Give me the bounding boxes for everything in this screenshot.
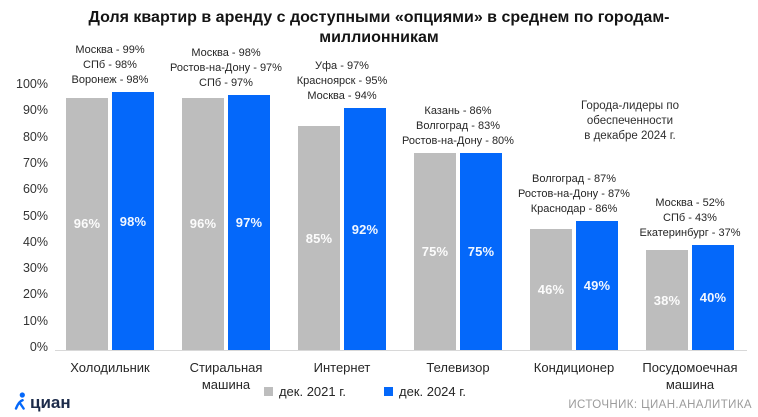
leaders-note-line: в декабре 2024 г. bbox=[584, 130, 676, 142]
y-axis-tick-label: 60% bbox=[22, 182, 48, 197]
legend-swatch bbox=[384, 387, 393, 396]
leaders-note-line: Города-лидеры по bbox=[580, 100, 680, 112]
source-caption: ИСТОЧНИК: ЦИАН.АНАЛИТИКА bbox=[568, 399, 752, 411]
bar-dec-2024: 49% bbox=[576, 221, 618, 350]
annotation-line: Волгоград - 83% bbox=[416, 119, 500, 132]
y-axis-tick-label: 70% bbox=[22, 155, 48, 170]
x-axis-label: Телевизор bbox=[426, 360, 490, 375]
annotation-line: СПб - 97% bbox=[199, 76, 253, 89]
group-annotation: Уфа - 97% Красноярск - 95% Москва - 94% bbox=[247, 59, 437, 104]
annotation-line: Ростов-на-Дону - 87% bbox=[518, 188, 630, 201]
legend-item: дек. 2024 г. bbox=[384, 384, 466, 399]
x-axis-label: Интернет bbox=[313, 360, 371, 375]
annotation-line: Москва - 98% bbox=[191, 46, 261, 59]
bar-value-label: 46% bbox=[537, 282, 565, 297]
y-axis-tick-label: 10% bbox=[22, 313, 48, 328]
y-axis-tick-label: 100% bbox=[16, 77, 48, 91]
annotation-line: Волгоград - 87% bbox=[532, 173, 616, 186]
bar-value-label: 96% bbox=[189, 216, 217, 232]
bar-value-label: 97% bbox=[235, 214, 263, 230]
bar-dec-2021: 96% bbox=[66, 97, 108, 350]
bar-value-label: 49% bbox=[583, 278, 611, 294]
y-axis-tick-label: 30% bbox=[22, 261, 48, 276]
group-annotation: Волгоград - 87% Ростов-на-Дону - 87% Красн… bbox=[479, 172, 669, 217]
bar-dec-2024: 92% bbox=[344, 108, 386, 350]
legend-label: дек. 2021 г. bbox=[278, 384, 346, 399]
annotation-line: Москва - 52% bbox=[655, 196, 725, 209]
bar-dec-2021: 96% bbox=[182, 97, 224, 350]
bar-value-label: 96% bbox=[73, 216, 101, 232]
annotation-line: Краснодар - 86% bbox=[530, 203, 618, 216]
y-axis-tick-label: 50% bbox=[22, 208, 48, 223]
bar-value-label: 38% bbox=[653, 292, 681, 308]
x-axis-baseline bbox=[55, 350, 747, 351]
cian-person-icon bbox=[14, 392, 27, 410]
group-annotation: Москва - 98% Ростов-на-Дону - 97% СПб - 97… bbox=[131, 46, 321, 91]
annotation-line: Казань - 86% bbox=[424, 104, 492, 117]
bar-value-label: 85% bbox=[305, 230, 333, 246]
bar-value-label: 75% bbox=[467, 243, 495, 259]
annotation-line: Екатеринбург - 37% bbox=[639, 226, 741, 239]
x-axis-label: Кондиционер bbox=[533, 360, 615, 375]
bar-dec-2021: 38% bbox=[646, 250, 688, 350]
bar-dec-2024: 40% bbox=[692, 244, 734, 350]
annotation-line: Ростов-на-Дону - 97% bbox=[170, 61, 282, 74]
y-axis-tick-label: 20% bbox=[22, 287, 48, 302]
bar-value-label: 98% bbox=[119, 213, 147, 229]
group-annotation: Москва - 52% СПб - 43% Екатеринбург - 37% bbox=[595, 196, 758, 241]
y-axis-tick-label: 90% bbox=[22, 103, 48, 118]
bar-dec-2021: 75% bbox=[414, 152, 456, 350]
leaders-note: Города-лидеры по обеспеченности в декабр… bbox=[544, 99, 716, 144]
bar-value-label: 92% bbox=[351, 221, 379, 237]
legend-swatch bbox=[263, 387, 273, 396]
bar-dec-2021: 85% bbox=[298, 126, 340, 350]
legend-item: дек. 2021 г. bbox=[263, 384, 346, 399]
x-axis-label: Стиральная машина bbox=[189, 360, 263, 392]
annotation-line: СПб - 98% bbox=[83, 59, 137, 72]
bar-value-label: 40% bbox=[699, 289, 727, 305]
cian-logo: циан bbox=[14, 392, 71, 412]
annotation-line: Уфа - 97% bbox=[315, 60, 369, 73]
group-annotation: Казань - 86% Волгоград - 83% Ростов-на-Дон… bbox=[363, 104, 553, 149]
bar-dec-2024: 97% bbox=[228, 94, 270, 350]
y-axis-tick-label: 40% bbox=[22, 234, 48, 249]
chart-title: Доля квартир в аренду с доступными «опци… bbox=[88, 9, 670, 46]
bar-dec-2024: 98% bbox=[112, 92, 154, 350]
group-annotation: Москва - 99% СПб - 98% Воронеж - 98% bbox=[15, 43, 205, 88]
annotation-line: Ростов-на-Дону - 80% bbox=[402, 134, 514, 147]
legend-label: дек. 2024 г. bbox=[399, 384, 467, 399]
x-axis-label: Посудомоечная машина bbox=[642, 360, 738, 392]
annotation-line: СПб - 43% bbox=[663, 211, 717, 224]
bar-dec-2021: 46% bbox=[530, 229, 572, 350]
annotation-line: Воронеж - 98% bbox=[71, 74, 149, 87]
bar-value-label: 75% bbox=[421, 243, 449, 259]
annotation-line: Москва - 94% bbox=[307, 90, 377, 103]
x-axis-label: Холодильник bbox=[70, 360, 150, 375]
bar-dec-2024: 75% bbox=[460, 152, 502, 350]
annotation-line: Москва - 99% bbox=[75, 44, 145, 57]
legend: дек. 2021 г. дек. 2024 г. bbox=[0, 384, 730, 399]
annotation-line: Красноярск - 95% bbox=[296, 75, 388, 88]
cian-logo-text: циан bbox=[30, 393, 71, 412]
y-axis-tick-label: 80% bbox=[22, 129, 48, 144]
y-axis-tick-label: 0% bbox=[29, 340, 48, 354]
leaders-note-line: обеспеченности bbox=[586, 115, 674, 127]
